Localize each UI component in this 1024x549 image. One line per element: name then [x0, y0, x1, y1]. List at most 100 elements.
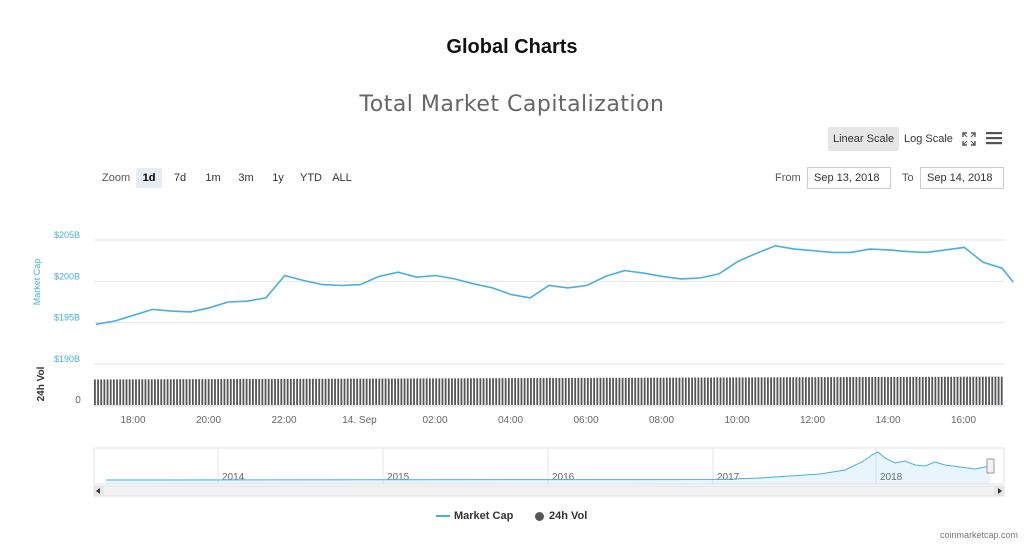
volume-bar: [596, 377, 599, 405]
volume-bar: [406, 378, 409, 405]
volume-bar: [770, 377, 772, 405]
fullscreen-icon[interactable]: [961, 131, 977, 147]
navigator-year-2014: 2014: [222, 472, 245, 483]
zoom-button-1m[interactable]: 1m: [205, 172, 221, 184]
legend-24h-vol[interactable]: 24h Vol: [535, 510, 587, 522]
volume-bar: [179, 379, 182, 405]
volume-bar: [615, 377, 618, 405]
volume-bar: [375, 378, 378, 405]
volume-bar: [356, 378, 359, 405]
page-title: Global Charts: [446, 36, 578, 58]
legend-market-cap[interactable]: Market Cap: [436, 510, 513, 522]
volume-bar: [789, 377, 791, 405]
volume-bar: [994, 376, 997, 405]
volume-bar: [586, 377, 589, 405]
volume-bar: [150, 379, 153, 405]
zoom-button-1d[interactable]: 1d: [136, 168, 162, 188]
volume-bar: [966, 376, 968, 405]
volume-bar: [792, 377, 795, 405]
zoom-button-all[interactable]: ALL: [332, 172, 352, 184]
navigator-year-2016: 2016: [552, 472, 575, 483]
volume-bar: [274, 378, 276, 405]
volume-bar: [539, 378, 542, 405]
volume-bar: [887, 376, 889, 405]
volume-bar: [397, 378, 400, 405]
volume-bar: [808, 377, 810, 405]
volume-bar: [779, 377, 782, 405]
volume-bar: [191, 379, 194, 405]
volume-bar: [185, 379, 188, 405]
volume-bar: [346, 378, 349, 405]
navigator-year-2015: 2015: [387, 472, 410, 483]
volume-bar: [744, 377, 747, 405]
navigator[interactable]: 2014 2015 2016 2017 2018: [93, 447, 1005, 497]
scroll-right-arrow-icon: [998, 488, 1002, 494]
volume-bar: [384, 378, 387, 405]
volume-bar: [688, 377, 690, 405]
volume-bar: [391, 378, 393, 405]
linear-scale-button[interactable]: Linear Scale: [828, 127, 900, 151]
volume-bar: [640, 377, 643, 405]
volume-bar: [931, 376, 934, 405]
volume-bar: [305, 378, 308, 405]
volume-bar: [299, 378, 302, 405]
volume-bar: [511, 378, 513, 405]
from-label: From: [775, 172, 801, 184]
volume-bar: [757, 377, 760, 405]
volume-bar: [760, 377, 763, 405]
volume-bar: [804, 377, 807, 405]
volume-bar: [653, 377, 656, 405]
volume-bar: [751, 377, 754, 405]
volume-bar: [318, 378, 321, 405]
volume-bar: [631, 377, 633, 405]
vol-y-axis-label: 24h Vol: [36, 366, 47, 401]
legend-market-cap-label: Market Cap: [454, 510, 514, 522]
volume-bar: [444, 378, 447, 405]
volume-bar: [353, 378, 355, 405]
volume-bar: [327, 378, 330, 405]
volume-bar: [899, 376, 902, 405]
volume-bar: [201, 379, 204, 405]
market-cap-series-line: [95, 244, 1014, 326]
zoom-button-ytd[interactable]: YTD: [300, 172, 322, 184]
from-date-input[interactable]: Sep 13, 2018: [807, 167, 891, 189]
volume-bar: [906, 376, 908, 405]
volume-bar: [302, 378, 305, 405]
volume-bar: [735, 377, 738, 405]
volume-bar: [103, 379, 106, 405]
volume-bar: [833, 377, 836, 405]
volume-bar: [248, 378, 251, 405]
zoom-button-1y[interactable]: 1y: [272, 172, 284, 184]
volume-bar: [672, 377, 675, 405]
volume-bar: [517, 378, 520, 405]
volume-bar: [678, 377, 681, 405]
to-date-input[interactable]: Sep 14, 2018: [920, 167, 1004, 189]
volume-bar: [441, 378, 444, 405]
volume-bar: [330, 378, 333, 405]
volume-bar: [549, 378, 551, 405]
volume-bar: [643, 377, 646, 405]
volume-bar: [694, 377, 697, 405]
volume-bar: [925, 376, 927, 405]
navigator-scrollbar[interactable]: [93, 485, 1005, 497]
credit-link[interactable]: coinmarketcap.com: [939, 530, 1018, 540]
hamburger-menu-icon[interactable]: [985, 130, 1003, 146]
volume-bar: [492, 378, 494, 405]
volume-bar: [166, 379, 169, 405]
volume-bar: [381, 378, 384, 405]
volume-bar: [836, 377, 839, 405]
volume-bar: [270, 378, 273, 405]
volume-bar: [523, 378, 526, 405]
volume-bar: [533, 378, 535, 405]
volume-bar: [871, 377, 874, 405]
volume-bar: [94, 379, 96, 405]
navigator-handle[interactable]: [986, 458, 995, 474]
volume-bar: [368, 378, 371, 405]
volume-bar: [852, 377, 855, 405]
zoom-button-3m[interactable]: 3m: [238, 172, 254, 184]
volume-bar: [476, 378, 479, 405]
volume-bar: [264, 378, 267, 405]
x-tick-2: 22:00: [271, 415, 296, 426]
log-scale-button[interactable]: Log Scale: [904, 133, 953, 145]
zoom-button-7d[interactable]: 7d: [173, 172, 187, 184]
